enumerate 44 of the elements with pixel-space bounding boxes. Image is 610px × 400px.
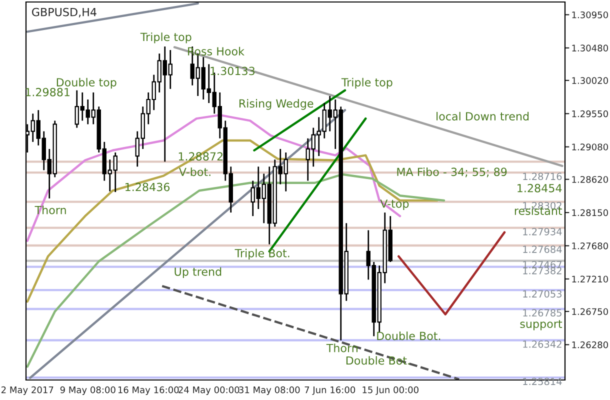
ref-line-label: 1.27684: [523, 246, 562, 253]
ref-line-label: 1.27934: [523, 228, 562, 236]
y-tick-label: 1.27210: [572, 276, 608, 283]
x-tick-label: 15 Jun 00:00: [362, 386, 418, 395]
x-tick-label: 31 May 08:00: [239, 386, 300, 395]
y-tick-label: 1.30020: [572, 77, 608, 84]
y-tick-label: 1.30950: [572, 11, 608, 18]
y-tick-label: 1.28620: [572, 176, 608, 183]
annotation: Rising Wedge: [239, 99, 314, 110]
line-series: [26, 139, 438, 303]
x-tick-label: 24 May 00:00: [178, 386, 240, 395]
y-tick-label: 1.28150: [572, 209, 608, 216]
annotation: Triple Bot.: [234, 248, 290, 260]
annotation: 1.30133: [210, 66, 255, 76]
y-tick-label: 1.30480: [572, 44, 608, 52]
annotation: V-bot.: [178, 167, 210, 176]
y-tick-label: 1.27680: [572, 242, 608, 250]
ref-line-label: 1.27053: [523, 290, 562, 298]
annotation: Thorn: [326, 344, 358, 352]
annotation: Triple top: [341, 78, 392, 89]
y-tick-label: 1.29080: [572, 144, 608, 150]
annotation: 1.28436: [126, 182, 170, 192]
annotation: support: [520, 320, 562, 330]
annotation: MA Fibo - 34; 55; 89: [397, 167, 507, 178]
annotation: Up trend: [174, 267, 222, 278]
annotation: Double Bot.: [377, 332, 440, 340]
x-tick-label: 2 May 2017: [1, 386, 54, 395]
annotation: V-top: [380, 200, 409, 210]
y-tick-label: 1.26280: [572, 341, 608, 348]
chart-title: GBPUSD,H4: [32, 8, 96, 18]
annotation: Double top: [56, 78, 116, 89]
annotation: Triple top: [140, 32, 192, 44]
y-tick-label: 1.29550: [572, 110, 608, 118]
x-tick-label: 9 May 08:00: [60, 386, 116, 395]
annotation: Thorn: [34, 206, 66, 214]
x-tick-label: 7 Jun 16:00: [304, 386, 356, 395]
x-tick-label: 16 May 16:00: [118, 386, 179, 395]
ref-line-label: 1.26785: [523, 309, 562, 317]
annotation: 1.28454: [518, 184, 562, 192]
annotation: local Down trend: [436, 112, 529, 121]
y-tick-label: 1.26750: [572, 308, 608, 316]
ref-line-label: 1.26342: [523, 340, 562, 348]
ref-line-label: 1.27467: [523, 260, 562, 268]
ref-line-label: 1.28716: [523, 172, 562, 180]
